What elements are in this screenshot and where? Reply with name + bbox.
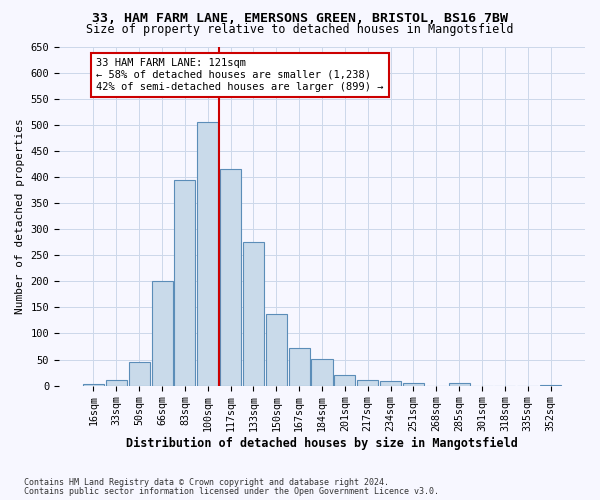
Bar [175,180,196,386]
Text: Size of property relative to detached houses in Mangotsfield: Size of property relative to detached ho… [86,22,514,36]
Bar [83,384,104,386]
Text: Contains HM Land Registry data © Crown copyright and database right 2024.: Contains HM Land Registry data © Crown c… [24,478,389,487]
Bar [403,383,424,386]
Bar [152,282,173,386]
Bar [220,169,241,386]
Bar [106,380,127,386]
Bar [380,382,401,386]
Y-axis label: Number of detached properties: Number of detached properties [15,118,25,314]
Bar [197,122,218,386]
Text: 33, HAM FARM LANE, EMERSONS GREEN, BRISTOL, BS16 7BW: 33, HAM FARM LANE, EMERSONS GREEN, BRIST… [92,12,508,26]
Bar [357,380,378,386]
X-axis label: Distribution of detached houses by size in Mangotsfield: Distribution of detached houses by size … [126,437,518,450]
Bar [266,314,287,386]
Bar [289,348,310,386]
Bar [311,359,332,386]
Bar [243,242,264,386]
Bar [449,383,470,386]
Text: Contains public sector information licensed under the Open Government Licence v3: Contains public sector information licen… [24,487,439,496]
Text: 33 HAM FARM LANE: 121sqm
← 58% of detached houses are smaller (1,238)
42% of sem: 33 HAM FARM LANE: 121sqm ← 58% of detach… [96,58,383,92]
Bar [540,384,561,386]
Bar [334,375,355,386]
Bar [128,362,149,386]
